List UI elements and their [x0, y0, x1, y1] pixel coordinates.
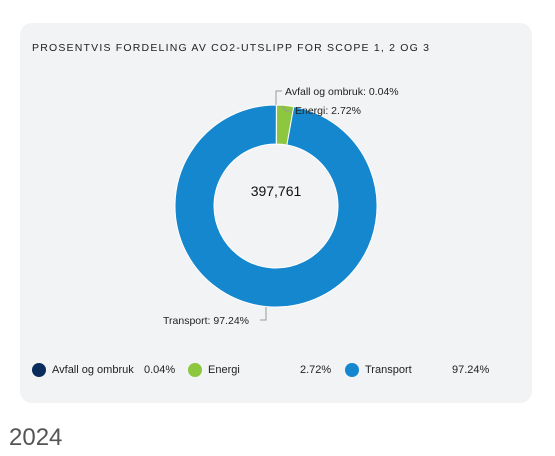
legend-item-avfall[interactable]: Avfall og ombruk — [32, 361, 134, 379]
legend-label-energi: Energi — [208, 364, 240, 376]
leader-energi — [281, 105, 292, 112]
callout-transport: Transport: 97.24% — [163, 315, 249, 327]
legend: Avfall og ombruk 0.04% Energi 2.72% Tran… — [32, 361, 522, 381]
legend-swatch-energi — [188, 363, 202, 377]
legend-value-energi: 2.72% — [300, 364, 332, 376]
leader-avfall — [275, 90, 282, 105]
legend-value-transport: 97.24% — [452, 364, 490, 376]
legend-label-transport: Transport — [365, 364, 412, 376]
callout-energi: Energi: 2.72% — [295, 105, 361, 117]
legend-item-transport[interactable]: Transport — [345, 361, 412, 379]
total-value: 397,761 — [250, 183, 302, 199]
legend-value-avfall: 0.04% — [144, 364, 176, 376]
legend-label-avfall: Avfall og ombruk — [52, 364, 134, 376]
legend-swatch-avfall — [32, 363, 46, 377]
donut-chart: Avfall og ombruk: 0.04% Energi: 2.72% Tr… — [163, 86, 399, 327]
legend-item-energi[interactable]: Energi — [188, 361, 240, 379]
leader-transport — [260, 307, 267, 321]
slice-transport[interactable] — [174, 104, 378, 308]
chart-title: PROSENTVIS FORDELING AV CO2-UTSLIPP FOR … — [32, 42, 431, 54]
year-label: 2024 — [9, 424, 63, 451]
callout-avfall: Avfall og ombruk: 0.04% — [285, 86, 399, 98]
chart-card: PROSENTVIS FORDELING AV CO2-UTSLIPP FOR … — [20, 23, 532, 403]
legend-swatch-transport — [345, 363, 359, 377]
